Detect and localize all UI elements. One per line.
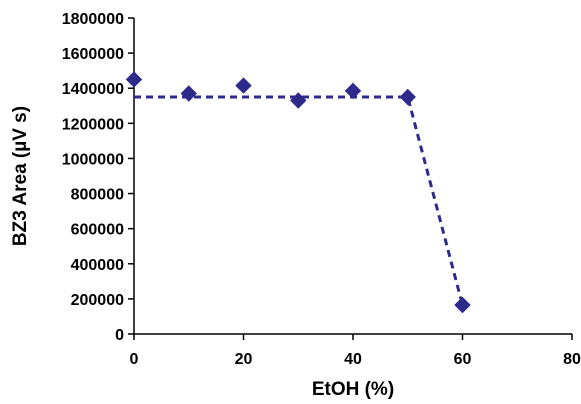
y-tick-label: 200000 [71,292,124,309]
data-points [125,71,471,314]
x-tick-label: 20 [235,351,253,368]
x-axis-title: EtOH (%) [312,379,394,400]
x-tick-label: 80 [563,351,581,368]
data-point-diamond [344,82,362,100]
trend-line-group [134,95,464,306]
x-tick-label: 60 [454,351,472,368]
x-tick-label: 40 [344,351,362,368]
y-axis-title: BZ3 Area (µV s) [10,106,31,246]
y-tick-label: 400000 [71,257,124,274]
y-tick-label: 1600000 [62,46,124,63]
x-tick-label: 0 [130,351,139,368]
y-tick-label: 1200000 [62,116,124,133]
data-point-diamond [235,77,252,94]
y-tick-label: 1000000 [62,151,124,168]
axes [133,18,572,335]
data-point-diamond [125,71,143,88]
data-point-diamond [454,296,471,314]
y-tick-label: 1800000 [62,11,124,28]
trend-line [134,95,464,306]
data-point-diamond [290,92,307,109]
x-ticks: 0 20 40 60 80 [130,334,581,368]
y-ticks: 0 200000 400000 600000 800000 1000000 1200000 1… [62,11,134,344]
y-tick-label: 1400000 [62,81,124,98]
data-point-diamond [399,88,416,106]
data-point-diamond [180,85,197,102]
y-tick-label: 800000 [71,187,124,204]
y-tick-label: 600000 [71,222,124,239]
y-tick-label: 0 [115,327,124,344]
